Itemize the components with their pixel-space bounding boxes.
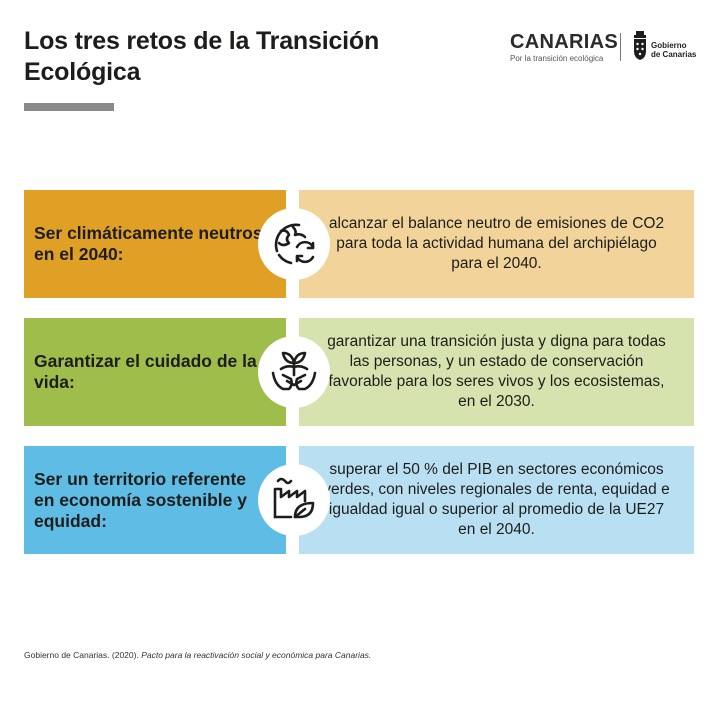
canarias-logo: CANARIAS Por la transición ecológica xyxy=(510,31,618,64)
icon-badge xyxy=(258,208,330,280)
hands-plant-icon xyxy=(271,351,317,391)
logo-divider xyxy=(620,33,621,61)
factory-leaf-icon xyxy=(273,477,315,519)
challenge-label: Garantizar el cuidado de la vida: xyxy=(34,351,257,392)
citation-text: Gobierno de Canarias. (2020). xyxy=(24,650,142,660)
gov-line1: Gobierno xyxy=(651,41,687,50)
source-citation: Gobierno de Canarias. (2020). Pacto para… xyxy=(24,650,371,660)
challenge-label-box: Ser un territorio referente en economía … xyxy=(24,446,286,554)
citation-title: Pacto para la reactivación social y econ… xyxy=(141,650,372,660)
challenge-row-economy: Ser un territorio referente en economía … xyxy=(24,446,694,554)
challenge-row-life: Garantizar el cuidado de la vida: garant… xyxy=(24,318,694,426)
globe-recycle-icon xyxy=(274,223,315,265)
challenge-description: superar el 50 % del PIB en sectores econ… xyxy=(323,461,670,538)
coat-of-arms-icon xyxy=(634,31,646,60)
challenge-description-box: alcanzar el balance neutro de emisiones … xyxy=(299,190,694,298)
title-underline xyxy=(24,103,114,111)
icon-badge xyxy=(258,336,330,408)
challenge-row-climate: Ser climáticamente neutros en el 2040: a… xyxy=(24,190,694,298)
page-title: Los tres retos de la Transición Ecológic… xyxy=(24,27,380,86)
challenge-description-box: garantizar una transición justa y digna … xyxy=(299,318,694,426)
brand-name: CANARIAS xyxy=(510,31,618,53)
challenge-description: garantizar una transición justa y digna … xyxy=(327,333,666,410)
challenge-label-box: Ser climáticamente neutros en el 2040: xyxy=(24,190,286,298)
gobierno-logo: Gobierno de Canarias xyxy=(632,31,712,63)
gov-line2: de Canarias xyxy=(651,50,697,59)
challenge-description-box: superar el 50 % del PIB en sectores econ… xyxy=(299,446,694,554)
icon-badge xyxy=(258,464,330,536)
challenge-label: Ser un territorio referente en economía … xyxy=(34,468,247,531)
challenge-label: Ser climáticamente neutros en el 2040: xyxy=(34,223,263,264)
challenge-label-box: Garantizar el cuidado de la vida: xyxy=(24,318,286,426)
challenge-description: alcanzar el balance neutro de emisiones … xyxy=(328,215,665,272)
brand-tagline: Por la transición ecológica xyxy=(510,54,604,63)
